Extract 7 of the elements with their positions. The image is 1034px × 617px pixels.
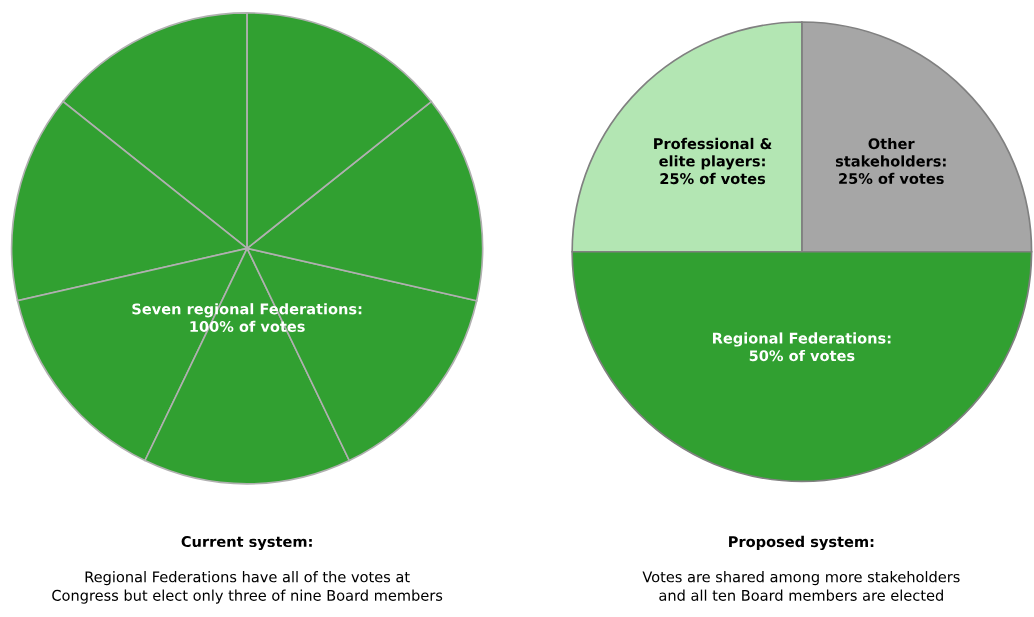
- text: Current system:: [181, 536, 312, 551]
- text: Proposed system:: [729, 535, 874, 551]
- slice-label: Professional & elite players: 25% of votes: [654, 137, 772, 185]
- slice-label: Regional Federations: 50% of votes: [713, 332, 891, 362]
- text: Votes are shared among more stakeholders and all ten Board members are elected: [642, 571, 960, 601]
- slice-label: Other stakeholders: 25% of votes: [835, 137, 946, 185]
- text: Regional Federations have all of the votes at Congress but elect only three of nine Board members: [52, 571, 443, 604]
